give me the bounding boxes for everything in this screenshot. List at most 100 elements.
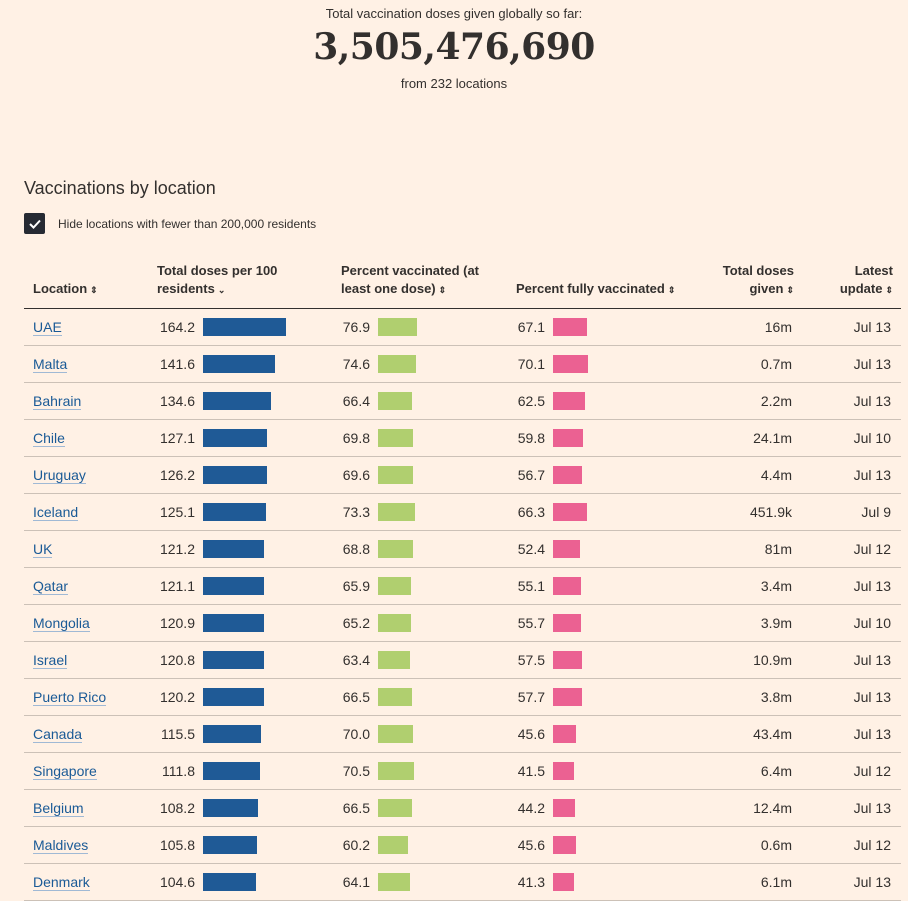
fully-vaccinated-percent-value: 59.8 xyxy=(517,430,545,446)
one-dose-percent-cell: 64.1 xyxy=(332,863,507,901)
total-doses-value: 451.9k xyxy=(682,493,802,531)
fully-vaccinated-percent-cell: 44.2 xyxy=(507,789,682,827)
column-header-total-doses-label: Total doses given xyxy=(722,263,794,296)
fully-vaccinated-percent-cell: 57.5 xyxy=(507,641,682,679)
doses-per-100-value: 141.6 xyxy=(159,356,195,372)
one-dose-percent-value: 69.6 xyxy=(342,467,370,483)
location-link[interactable]: Belgium xyxy=(33,800,84,817)
column-header-total-doses[interactable]: Total doses given ⇕ xyxy=(682,262,802,309)
table-row: Puerto Rico 120.2 66.5 57.7 3.8m Jul 13 xyxy=(24,678,901,716)
doses-per-100-cell: 120.9 xyxy=(157,604,332,642)
fully-vaccinated-percent-bar-group: 45.6 xyxy=(507,836,682,854)
fully-vaccinated-percent-bar xyxy=(553,429,584,447)
latest-update-value: Jul 13 xyxy=(802,345,901,383)
fully-vaccinated-percent-cell: 41.3 xyxy=(507,863,682,901)
doses-per-100-bar-group: 105.8 xyxy=(157,836,332,854)
table-row: Mongolia 120.9 65.2 55.7 3.9m Jul 10 xyxy=(24,604,901,642)
latest-update-value: Jul 10 xyxy=(802,419,901,457)
total-doses-value: 2.2m xyxy=(682,382,802,420)
fully-vaccinated-percent-bar-group: 41.3 xyxy=(507,873,682,891)
doses-per-100-bar-group: 108.2 xyxy=(157,799,332,817)
fully-vaccinated-percent-cell: 41.5 xyxy=(507,752,682,790)
total-doses-value: 3.9m xyxy=(682,604,802,642)
doses-per-100-bar-group: 121.1 xyxy=(157,577,332,595)
location-link[interactable]: Bahrain xyxy=(33,393,82,410)
column-header-one-dose[interactable]: Percent vaccinated (at least one dose) ⇕ xyxy=(332,262,507,309)
location-link[interactable]: Iceland xyxy=(33,504,79,521)
location-link[interactable]: Canada xyxy=(33,726,83,743)
one-dose-percent-cell: 66.4 xyxy=(332,382,507,420)
one-dose-percent-bar-group: 66.5 xyxy=(332,688,507,706)
doses-per-100-cell: 134.6 xyxy=(157,382,332,420)
column-header-doses-per-100[interactable]: Total doses per 100 residents ⌄ xyxy=(157,262,332,309)
location-cell: UK xyxy=(24,530,157,568)
one-dose-percent-bar-group: 65.9 xyxy=(332,577,507,595)
doses-per-100-value: 105.8 xyxy=(159,837,195,853)
one-dose-percent-bar xyxy=(378,688,412,706)
fully-vaccinated-percent-value: 41.3 xyxy=(517,874,545,890)
location-link[interactable]: UAE xyxy=(33,319,62,336)
location-link[interactable]: Mongolia xyxy=(33,615,90,632)
latest-update-value: Jul 12 xyxy=(802,826,901,864)
doses-per-100-value: 104.6 xyxy=(159,874,195,890)
doses-per-100-value: 108.2 xyxy=(159,800,195,816)
one-dose-percent-bar-group: 73.3 xyxy=(332,503,507,521)
one-dose-percent-cell: 69.8 xyxy=(332,419,507,457)
hide-small-locations-checkbox[interactable] xyxy=(24,213,45,234)
doses-per-100-bar xyxy=(203,540,265,558)
fully-vaccinated-percent-bar xyxy=(553,355,589,373)
column-header-location[interactable]: Location ⇕ xyxy=(24,262,157,309)
table-row: Qatar 121.1 65.9 55.1 3.4m Jul 13 xyxy=(24,567,901,605)
location-cell: Canada xyxy=(24,715,157,753)
table-body: UAE 164.2 76.9 67.1 16m Jul 13 Malta 141.6 74.6 7… xyxy=(24,308,901,901)
location-link[interactable]: Qatar xyxy=(33,578,69,595)
location-cell: Singapore xyxy=(24,752,157,790)
table-row: Denmark 104.6 64.1 41.3 6.1m Jul 13 xyxy=(24,863,901,901)
doses-per-100-bar xyxy=(203,318,287,336)
one-dose-percent-value: 69.8 xyxy=(342,430,370,446)
one-dose-percent-bar xyxy=(378,466,414,484)
total-doses-value: 3.8m xyxy=(682,678,802,716)
column-header-latest-update[interactable]: Latest update ⇕ xyxy=(802,262,901,309)
location-link[interactable]: Uruguay xyxy=(33,467,86,484)
latest-update-value: Jul 13 xyxy=(802,789,901,827)
one-dose-percent-cell: 74.6 xyxy=(332,345,507,383)
latest-update-value: Jul 13 xyxy=(802,678,901,716)
location-link[interactable]: Maldives xyxy=(33,837,89,854)
location-link[interactable]: Puerto Rico xyxy=(33,689,107,706)
location-link[interactable]: Malta xyxy=(33,356,68,373)
latest-update-value: Jul 12 xyxy=(802,752,901,790)
one-dose-percent-cell: 73.3 xyxy=(332,493,507,531)
doses-per-100-bar-group: 126.2 xyxy=(157,466,332,484)
latest-update-value: Jul 13 xyxy=(802,641,901,679)
fully-vaccinated-percent-value: 56.7 xyxy=(517,467,545,483)
location-cell: Puerto Rico xyxy=(24,678,157,716)
doses-per-100-value: 120.9 xyxy=(159,615,195,631)
location-cell: UAE xyxy=(24,308,157,346)
location-cell: Chile xyxy=(24,419,157,457)
location-link[interactable]: Denmark xyxy=(33,874,90,891)
fully-vaccinated-percent-cell: 45.6 xyxy=(507,715,682,753)
table-row: Uruguay 126.2 69.6 56.7 4.4m Jul 13 xyxy=(24,456,901,494)
one-dose-percent-value: 66.4 xyxy=(342,393,370,409)
total-doses-value: 81m xyxy=(682,530,802,568)
doses-per-100-bar-group: 141.6 xyxy=(157,355,332,373)
fully-vaccinated-percent-cell: 62.5 xyxy=(507,382,682,420)
doses-per-100-cell: 126.2 xyxy=(157,456,332,494)
one-dose-percent-bar-group: 64.1 xyxy=(332,873,507,891)
hide-small-locations-filter[interactable]: Hide locations with fewer than 200,000 r… xyxy=(24,213,316,234)
one-dose-percent-bar-group: 60.2 xyxy=(332,836,507,854)
fully-vaccinated-percent-bar-group: 44.2 xyxy=(507,799,682,817)
total-doses-value: 10.9m xyxy=(682,641,802,679)
doses-per-100-bar xyxy=(203,355,275,373)
fully-vaccinated-percent-bar-group: 41.5 xyxy=(507,762,682,780)
location-link[interactable]: Chile xyxy=(33,430,65,447)
sort-icon: ⇕ xyxy=(786,285,794,295)
doses-per-100-cell: 121.1 xyxy=(157,567,332,605)
location-link[interactable]: UK xyxy=(33,541,53,558)
location-link[interactable]: Israel xyxy=(33,652,68,669)
doses-per-100-value: 121.1 xyxy=(159,578,195,594)
column-header-fully[interactable]: Percent fully vaccinated ⇕ xyxy=(507,262,682,309)
location-link[interactable]: Singapore xyxy=(33,763,97,780)
one-dose-percent-bar-group: 69.6 xyxy=(332,466,507,484)
